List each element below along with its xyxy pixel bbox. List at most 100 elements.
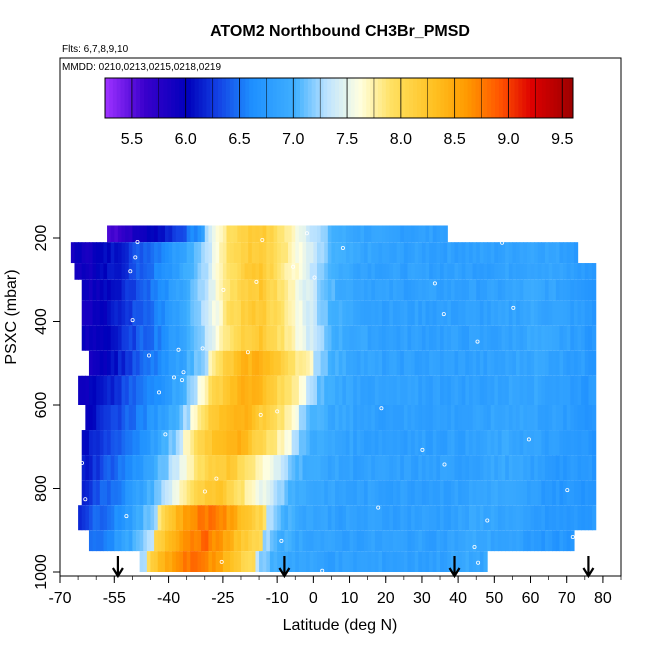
- heat-cell: [443, 430, 448, 456]
- heat-cell: [563, 375, 568, 405]
- heat-cell: [107, 300, 112, 326]
- heat-cell: [215, 505, 220, 531]
- heat-cell: [396, 375, 401, 405]
- heat-cell: [519, 325, 524, 351]
- heat-cell: [197, 505, 202, 531]
- heat-cell: [338, 350, 343, 376]
- sample-dot: [214, 476, 219, 481]
- heat-cell: [555, 242, 561, 264]
- heat-cell: [592, 279, 597, 301]
- heat-cell: [103, 405, 108, 431]
- heat-cell: [501, 405, 506, 431]
- heat-cell: [103, 375, 108, 405]
- sample-dot: [260, 237, 265, 242]
- heat-cell: [530, 242, 535, 264]
- heat-cell: [316, 225, 322, 243]
- heat-cell: [255, 530, 260, 552]
- heat-cell: [302, 530, 307, 552]
- heat-cell: [479, 242, 485, 264]
- heat-cell: [183, 505, 188, 531]
- colorbar-segment: [257, 78, 262, 118]
- heat-cell: [288, 480, 293, 506]
- heat-cell: [385, 455, 390, 481]
- heat-cell: [497, 455, 503, 481]
- heat-cell: [403, 300, 409, 326]
- heat-cell: [259, 375, 264, 405]
- heat-cell: [117, 530, 123, 552]
- heat-cell: [295, 242, 300, 264]
- sample-dot: [420, 447, 425, 452]
- heat-cell: [125, 530, 130, 552]
- heat-cell: [519, 405, 524, 431]
- heat-cell: [85, 242, 90, 264]
- heat-cell: [230, 325, 235, 351]
- heat-cell: [316, 530, 322, 552]
- heat-cell: [103, 455, 108, 481]
- flight-arrows: [111, 556, 595, 579]
- heat-cell: [186, 480, 191, 506]
- heat-cell: [425, 242, 430, 264]
- heat-cell: [432, 480, 438, 506]
- heat-cell: [154, 455, 159, 481]
- heat-cell: [584, 405, 590, 431]
- heat-cell: [132, 480, 137, 506]
- sample-dot: [245, 350, 250, 355]
- heat-cell: [516, 325, 521, 351]
- heat-cell: [88, 350, 94, 376]
- heat-cell: [490, 480, 495, 506]
- band-11: [81, 480, 597, 506]
- heat-cell: [479, 375, 485, 405]
- sample-dot: [171, 375, 176, 380]
- heat-cell: [382, 530, 387, 552]
- heat-cell: [316, 242, 322, 264]
- heat-cell: [338, 225, 343, 243]
- heat-cell: [136, 263, 141, 280]
- heat-cell: [577, 375, 582, 405]
- heat-cell: [197, 530, 202, 552]
- heat-cell: [197, 263, 202, 280]
- heat-cell: [400, 551, 405, 573]
- heat-cell: [418, 405, 423, 431]
- heat-cell: [548, 242, 553, 264]
- heat-cell: [544, 505, 550, 531]
- heat-cell: [494, 480, 499, 506]
- heat-cell: [345, 279, 351, 301]
- heat-cell: [190, 300, 195, 326]
- heat-cell: [85, 263, 90, 280]
- heat-cell: [230, 551, 235, 573]
- heat-cell: [429, 225, 434, 243]
- heat-cell: [447, 300, 452, 326]
- heat-cell: [526, 505, 532, 531]
- heat-cell: [584, 480, 590, 506]
- heat-cell: [255, 375, 260, 405]
- heat-cell: [92, 279, 97, 301]
- heat-cell: [458, 300, 463, 326]
- x-tick-label: 70: [558, 590, 576, 607]
- heat-cell: [298, 551, 304, 573]
- heat-cell: [454, 279, 459, 301]
- heat-cell: [244, 263, 249, 280]
- heat-cell: [342, 530, 347, 552]
- heat-cell: [371, 263, 376, 280]
- heat-cell: [338, 530, 343, 552]
- heat-cell: [432, 242, 438, 264]
- colorbar-segment: [463, 78, 469, 118]
- heat-cell: [128, 455, 133, 481]
- heat-cell: [577, 300, 582, 326]
- heat-cell: [226, 480, 231, 506]
- heat-cell: [186, 375, 191, 405]
- heat-cell: [157, 325, 162, 351]
- colorbar: [104, 77, 574, 119]
- heat-cell: [454, 350, 459, 376]
- heat-cell: [107, 505, 112, 531]
- heat-cell: [458, 551, 463, 573]
- heat-cell: [523, 430, 528, 456]
- heat-cell: [157, 505, 162, 531]
- heat-cell: [494, 530, 499, 552]
- heat-cell: [429, 279, 434, 301]
- heat-cell: [443, 350, 448, 376]
- heat-cell: [244, 480, 249, 506]
- sample-dot: [221, 287, 226, 292]
- heat-cell: [367, 263, 372, 280]
